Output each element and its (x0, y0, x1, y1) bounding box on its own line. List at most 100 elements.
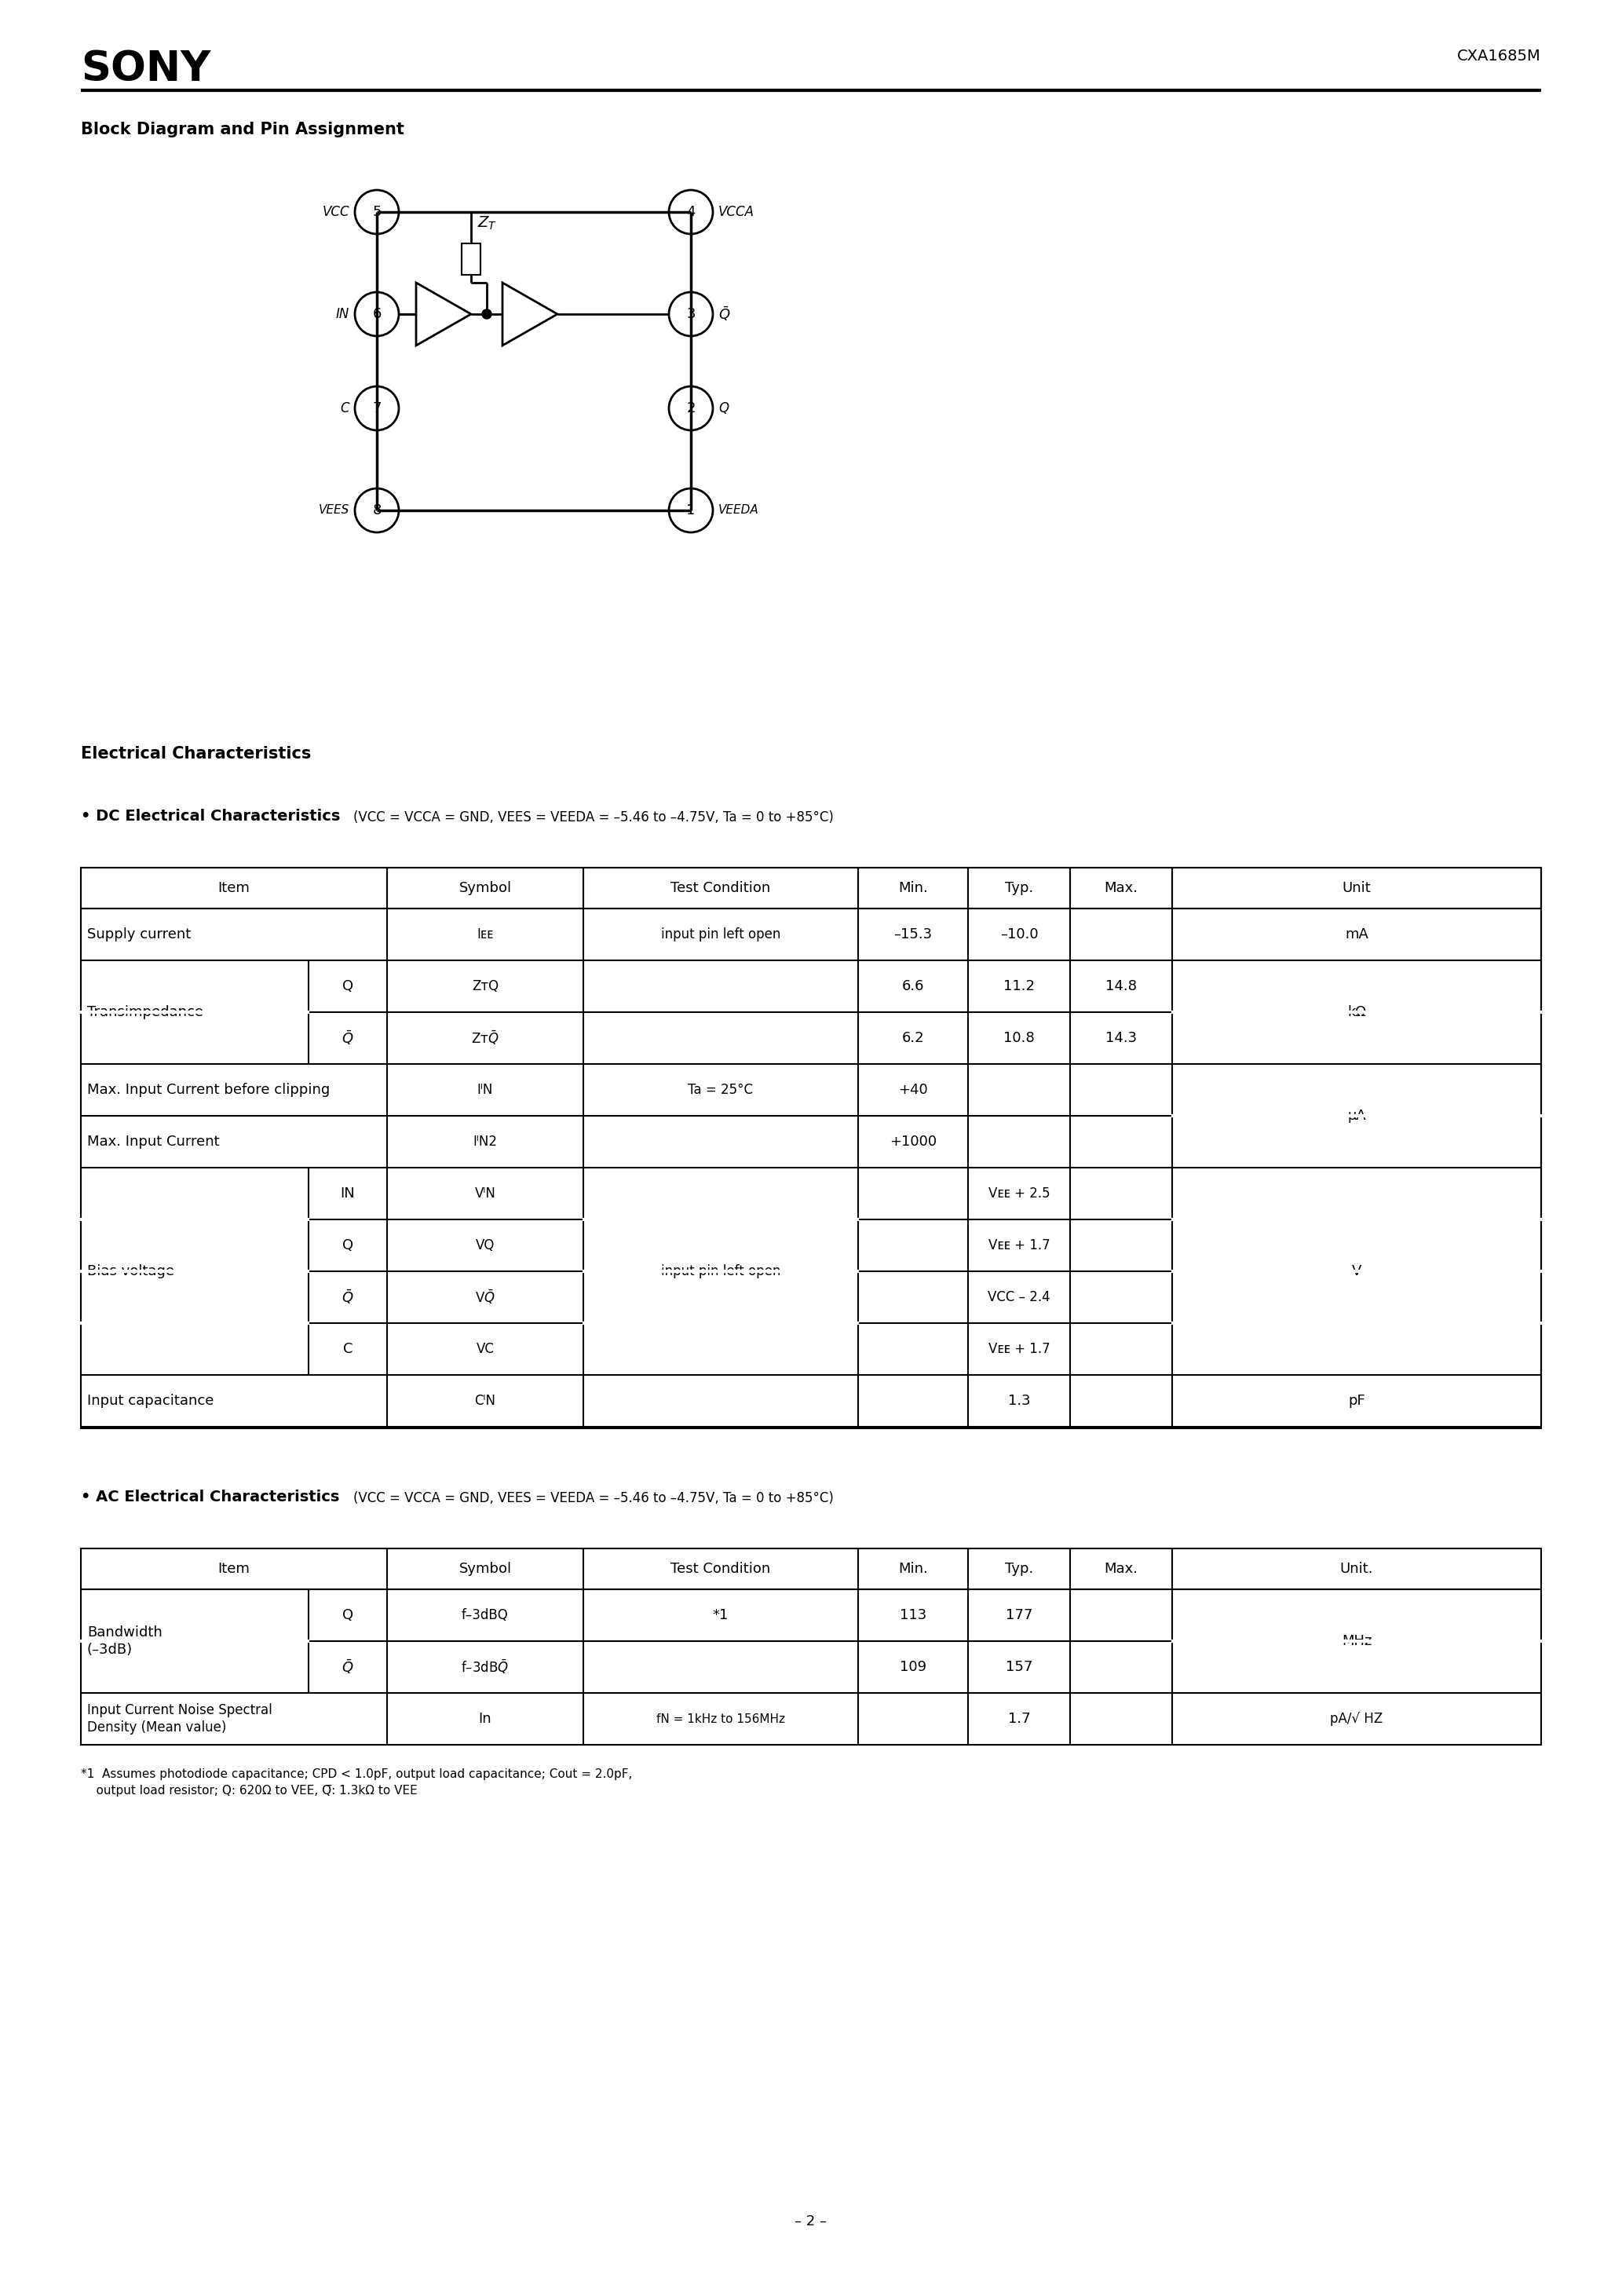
Text: Unit: Unit (1343, 882, 1371, 895)
Text: pA/√ HZ: pA/√ HZ (1330, 1713, 1384, 1727)
Text: Q: Q (342, 978, 354, 994)
Text: Ta = 25°C: Ta = 25°C (688, 1084, 753, 1097)
Text: $\bar{Q}$: $\bar{Q}$ (342, 1288, 354, 1306)
Text: fN = 1kHz to 156MHz: fN = 1kHz to 156MHz (657, 1713, 785, 1724)
Text: 14.8: 14.8 (1106, 978, 1137, 994)
Text: 6.2: 6.2 (902, 1031, 925, 1045)
Text: $Z_T$: $Z_T$ (477, 216, 496, 232)
Circle shape (668, 489, 712, 533)
Circle shape (355, 191, 399, 234)
Text: IᴵN: IᴵN (477, 1084, 493, 1097)
Circle shape (355, 292, 399, 335)
Text: Input capacitance: Input capacitance (88, 1394, 214, 1407)
Circle shape (482, 310, 491, 319)
Text: Vᴇᴇ + 1.7: Vᴇᴇ + 1.7 (988, 1238, 1049, 1251)
Circle shape (668, 292, 712, 335)
Text: 6.6: 6.6 (902, 978, 925, 994)
Text: Symbol: Symbol (459, 1561, 511, 1575)
Text: 1.3: 1.3 (1007, 1394, 1030, 1407)
Text: C: C (341, 402, 349, 416)
Text: Block Diagram and Pin Assignment: Block Diagram and Pin Assignment (81, 122, 404, 138)
Text: ZᴛQ: ZᴛQ (472, 978, 498, 994)
Text: $\bar{Q}$: $\bar{Q}$ (342, 1029, 354, 1047)
Text: Item: Item (217, 1561, 250, 1575)
Text: 1: 1 (686, 503, 696, 517)
Text: 2: 2 (686, 402, 696, 416)
Text: $\bar{Q}$: $\bar{Q}$ (342, 1658, 354, 1676)
Text: Q: Q (342, 1238, 354, 1251)
Text: CᴵN: CᴵN (475, 1394, 496, 1407)
Text: +40: +40 (899, 1084, 928, 1097)
Text: VCC – 2.4: VCC – 2.4 (988, 1290, 1051, 1304)
Text: VC: VC (477, 1341, 495, 1357)
Text: –10.0: –10.0 (999, 928, 1038, 941)
Text: VEEDA: VEEDA (719, 505, 759, 517)
Text: 177: 177 (1006, 1607, 1033, 1623)
Text: pF: pF (1348, 1394, 1366, 1407)
Text: *1: *1 (712, 1607, 728, 1623)
Text: μA: μA (1348, 1109, 1366, 1123)
Bar (81, 868, 1541, 1428)
Text: (VCC = VCCA = GND, VEES = VEEDA = –5.46 to –4.75V, Ta = 0 to +85°C): (VCC = VCCA = GND, VEES = VEEDA = –5.46 … (354, 1490, 834, 1506)
Text: 10.8: 10.8 (1004, 1031, 1035, 1045)
Text: input pin left open: input pin left open (660, 928, 780, 941)
Circle shape (355, 386, 399, 429)
Text: 5: 5 (373, 204, 381, 218)
Text: Input Current Noise Spectral
Density (Mean value): Input Current Noise Spectral Density (Me… (88, 1704, 272, 1736)
Text: 4: 4 (686, 204, 696, 218)
Text: 113: 113 (900, 1607, 926, 1623)
Text: –15.3: –15.3 (894, 928, 933, 941)
Text: CXA1685M: CXA1685M (1457, 48, 1541, 64)
Text: input pin left open: input pin left open (660, 1265, 780, 1279)
Text: 1.7: 1.7 (1007, 1713, 1030, 1727)
Text: 11.2: 11.2 (1004, 978, 1035, 994)
Text: f–3dBQ: f–3dBQ (462, 1607, 509, 1623)
Text: Transimpedance: Transimpedance (88, 1006, 203, 1019)
Text: Min.: Min. (899, 1561, 928, 1575)
Text: Q: Q (719, 402, 728, 416)
Text: C: C (342, 1341, 352, 1357)
Text: VCC: VCC (323, 204, 349, 218)
Text: Min.: Min. (899, 882, 928, 895)
Text: VCCA: VCCA (719, 204, 754, 218)
Text: IN: IN (336, 308, 349, 321)
Text: Test Condition: Test Condition (672, 1561, 770, 1575)
Bar (81, 1548, 1541, 1745)
Text: Zᴛ$\bar{Q}$: Zᴛ$\bar{Q}$ (472, 1029, 500, 1047)
Text: Max.: Max. (1105, 882, 1139, 895)
Text: Vᴇᴇ + 2.5: Vᴇᴇ + 2.5 (988, 1187, 1049, 1201)
Text: VᴵN: VᴵN (475, 1187, 496, 1201)
Text: Max. Input Current before clipping: Max. Input Current before clipping (88, 1084, 329, 1097)
Text: • AC Electrical Characteristics: • AC Electrical Characteristics (81, 1490, 339, 1504)
Circle shape (355, 489, 399, 533)
Text: 157: 157 (1006, 1660, 1033, 1674)
Text: Bias voltage: Bias voltage (88, 1265, 174, 1279)
Text: In: In (478, 1713, 491, 1727)
Text: Iᴇᴇ: Iᴇᴇ (477, 928, 493, 941)
Circle shape (668, 191, 712, 234)
Text: Q: Q (342, 1607, 354, 1623)
Text: IN: IN (341, 1187, 355, 1201)
Text: IᴵN2: IᴵN2 (474, 1134, 498, 1148)
Text: Electrical Characteristics: Electrical Characteristics (81, 746, 311, 762)
Text: SONY: SONY (81, 48, 211, 90)
Polygon shape (417, 282, 470, 344)
Text: – 2 –: – 2 – (795, 2213, 827, 2229)
Text: Bandwidth
(–3dB): Bandwidth (–3dB) (88, 1626, 162, 1658)
Text: 6: 6 (373, 308, 381, 321)
Text: Max. Input Current: Max. Input Current (88, 1134, 219, 1148)
Text: 109: 109 (900, 1660, 926, 1674)
Bar (81, 868, 1541, 1426)
Text: VEES: VEES (318, 505, 349, 517)
Text: 14.3: 14.3 (1105, 1031, 1137, 1045)
Text: Unit.: Unit. (1340, 1561, 1374, 1575)
Text: • DC Electrical Characteristics: • DC Electrical Characteristics (81, 808, 341, 824)
Text: 8: 8 (373, 503, 381, 517)
Text: Vᴇᴇ + 1.7: Vᴇᴇ + 1.7 (988, 1341, 1049, 1357)
Text: f–3dB$\bar{Q}$: f–3dB$\bar{Q}$ (461, 1658, 509, 1676)
Text: Supply current: Supply current (88, 928, 191, 941)
Text: 7: 7 (373, 402, 381, 416)
Text: mA: mA (1345, 928, 1369, 941)
Circle shape (668, 386, 712, 429)
Text: Symbol: Symbol (459, 882, 511, 895)
